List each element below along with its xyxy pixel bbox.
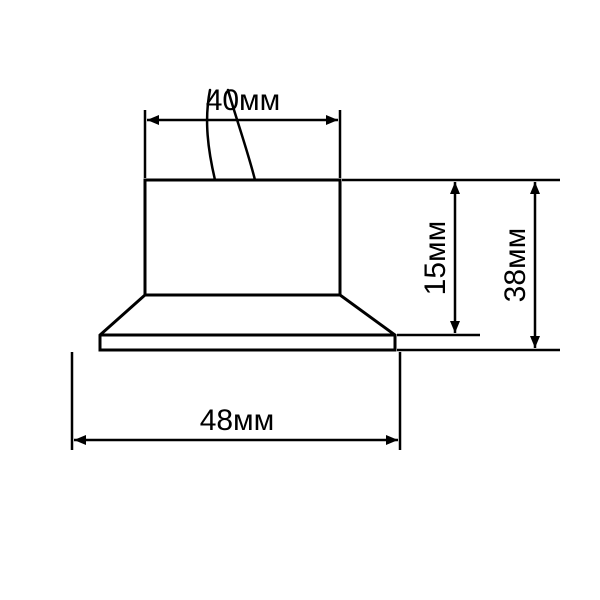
part-outline bbox=[100, 180, 395, 350]
dim-right-15-label: 15мм bbox=[419, 221, 452, 296]
dim-top-40-label: 40мм bbox=[206, 84, 281, 117]
dim-bottom-48-label: 48мм bbox=[200, 404, 275, 437]
dim-right-38-label: 38мм bbox=[499, 228, 532, 303]
dim-top-40 bbox=[145, 110, 340, 178]
dimension-drawing: 40мм 48мм 15мм 38мм bbox=[0, 0, 600, 600]
